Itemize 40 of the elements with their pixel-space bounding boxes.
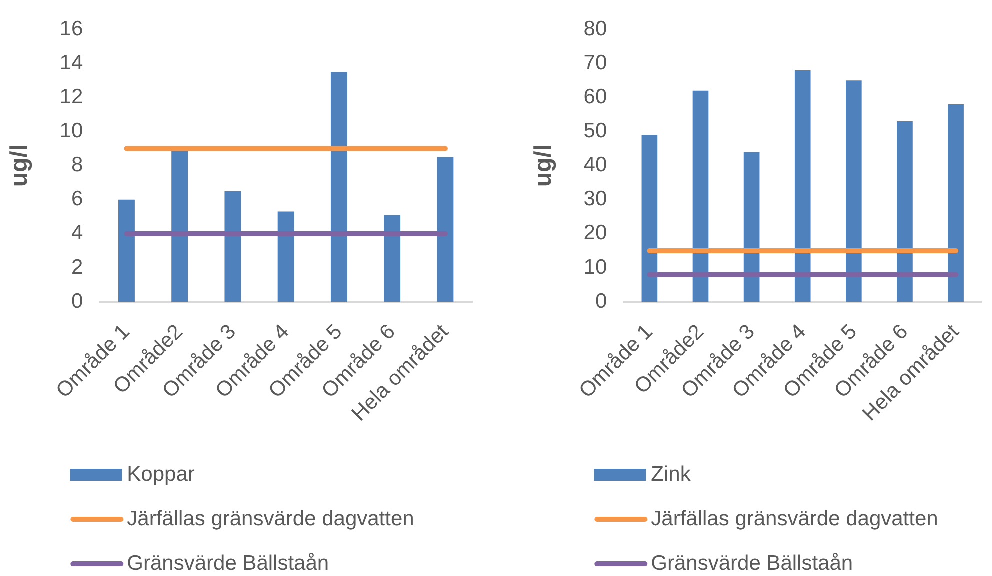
y-tick-label: 2 bbox=[71, 256, 84, 279]
legend-label: Gränsvärde Bällstaån bbox=[651, 552, 854, 575]
y-tick-label: 12 bbox=[60, 86, 84, 109]
bar bbox=[330, 72, 348, 302]
y-tick-label: 20 bbox=[584, 222, 608, 245]
y-tick-label: 50 bbox=[584, 120, 608, 143]
legend-label: Järfällas gränsvärde dagvatten bbox=[127, 507, 414, 530]
bar bbox=[846, 80, 862, 302]
bar bbox=[278, 212, 294, 302]
bar bbox=[744, 152, 760, 302]
y-tick-label: 0 bbox=[595, 290, 608, 313]
y-axis-title: ug/l bbox=[6, 144, 34, 188]
y-tick-label: 10 bbox=[584, 256, 608, 279]
legend-label: Järfällas gränsvärde dagvatten bbox=[651, 507, 938, 530]
y-tick-label: 4 bbox=[71, 222, 84, 245]
y-tick-label: 80 bbox=[584, 17, 608, 40]
bar bbox=[437, 157, 454, 302]
y-tick-label: 6 bbox=[71, 188, 84, 211]
y-tick-label: 30 bbox=[584, 188, 608, 211]
y-tick-label: 8 bbox=[71, 154, 84, 177]
bar bbox=[794, 70, 811, 302]
bar bbox=[172, 150, 188, 302]
bar bbox=[948, 104, 964, 302]
y-tick-label: 10 bbox=[60, 120, 84, 143]
bar bbox=[118, 200, 135, 302]
y-tick-label: 60 bbox=[584, 86, 608, 109]
legend-label: Koppar bbox=[127, 462, 195, 486]
bar bbox=[642, 135, 658, 302]
bar bbox=[897, 122, 913, 302]
y-tick-label: 40 bbox=[584, 154, 608, 177]
bar bbox=[384, 215, 401, 302]
y-tick-label: 14 bbox=[60, 51, 84, 74]
bar bbox=[224, 191, 242, 302]
bar bbox=[692, 90, 709, 302]
y-axis-title: ug/l bbox=[530, 144, 558, 188]
y-tick-label: 16 bbox=[60, 17, 84, 40]
y-tick-label: 70 bbox=[584, 51, 608, 74]
legend-label: Gränsvärde Bällstaån bbox=[127, 552, 330, 575]
y-tick-label: 0 bbox=[71, 290, 84, 313]
legend-label: Zink bbox=[651, 462, 692, 486]
